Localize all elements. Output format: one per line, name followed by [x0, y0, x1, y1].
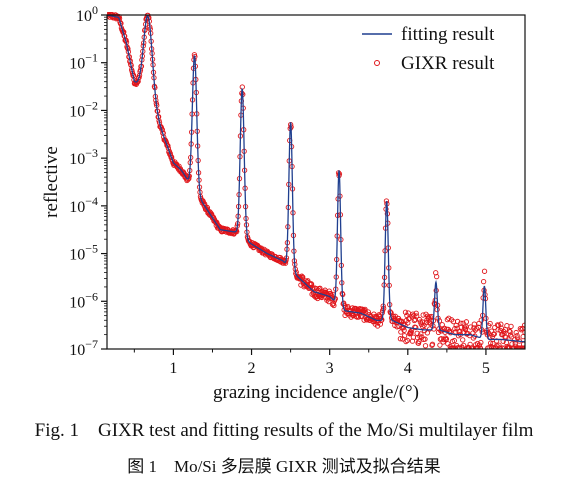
y-tick-label: 10−1: [69, 51, 98, 73]
gixr-point: [362, 306, 368, 313]
gixr-point: [436, 318, 443, 324]
gixr-point: [467, 324, 474, 330]
x-tick-label: 1: [169, 360, 177, 377]
y-tick-label: 10−6: [69, 289, 98, 311]
gixr-point: [478, 339, 484, 346]
gixr-point: [507, 329, 513, 335]
gixr-point: [460, 337, 466, 343]
fitting-curve: [107, 14, 525, 343]
gixr-point: [513, 329, 519, 336]
gixr-point: [420, 312, 426, 318]
x-tick-label: 2: [248, 360, 256, 377]
legend-label-fitting: fitting result: [401, 24, 495, 45]
gixr-point: [446, 315, 452, 321]
gixr-point: [401, 333, 408, 339]
gixr-point: [460, 342, 467, 349]
gixr-point: [475, 324, 482, 330]
gixr-point: [452, 326, 458, 332]
gixr-point: [491, 331, 497, 337]
x-tick-label: 4: [404, 360, 412, 377]
y-tick-label: 10−3: [69, 146, 98, 168]
gixr-point: [362, 309, 369, 315]
x-axis: 1 2 3 4 5: [133, 349, 490, 377]
gixr-point: [365, 309, 371, 315]
y-tick-label: 10−4: [69, 194, 98, 216]
data-layer: [107, 12, 525, 349]
gixr-point: [413, 324, 419, 331]
gixr-point: [422, 343, 429, 349]
gixr-point: [475, 345, 481, 349]
gixr-point: [463, 319, 470, 325]
gixr-point: [521, 345, 525, 349]
gixr-point: [355, 314, 362, 320]
gixr-point: [514, 333, 520, 339]
gixr-point: [411, 317, 417, 324]
gixr-point: [493, 338, 500, 344]
y-tick-label: 10−2: [69, 98, 98, 120]
figure-caption-chinese: 图 1 Mo/Si 多层膜 GIXR 测试及拟合结果: [127, 457, 441, 476]
gixr-point: [485, 329, 491, 336]
gixr-point: [459, 345, 465, 349]
gixr-point: [406, 315, 412, 322]
gixr-point: [326, 288, 332, 294]
gixr-point: [498, 321, 504, 327]
gixr-point: [472, 327, 478, 333]
gixr-point: [517, 325, 523, 332]
y-axis: 100 10−1 10−2 10−3 10−4 10−5 10−6 10−7: [69, 3, 107, 359]
gixr-point: [487, 320, 493, 327]
gixr-point: [443, 336, 450, 342]
gixr-point: [466, 345, 472, 349]
gixr-point: [480, 278, 487, 285]
x-tick-label: 3: [326, 360, 334, 377]
gixr-point: [499, 345, 505, 349]
gixr-point: [429, 341, 436, 347]
gixr-point: [508, 334, 515, 340]
gixr-point: [437, 342, 443, 348]
gixr-point: [458, 320, 464, 326]
gixr-point: [300, 274, 306, 280]
gixr-point: [462, 326, 469, 333]
gixr-point: [518, 327, 524, 333]
gixr-point: [418, 331, 424, 337]
gixr-point: [403, 338, 409, 345]
gixr-point: [425, 313, 431, 319]
gixr-point: [404, 337, 411, 344]
gixr-point: [496, 342, 502, 348]
gixr-point: [477, 345, 484, 349]
gixr-point: [504, 323, 510, 329]
gixr-point: [401, 327, 407, 334]
gixr-point: [434, 273, 440, 280]
gixr-point: [451, 337, 457, 344]
gixr-point: [402, 309, 409, 315]
gixr-point: [508, 323, 514, 330]
y-tick-label: 10−5: [69, 242, 98, 264]
plot-frame: [106, 14, 526, 350]
legend-marker-swatch: [374, 60, 380, 66]
gixr-point: [414, 313, 420, 319]
x-tick-label: 5: [482, 360, 490, 377]
legend: fitting result GIXR result: [362, 24, 495, 74]
gixr-point: [520, 333, 525, 340]
y-axis-title: reflective: [41, 146, 62, 218]
gixr-point: [478, 317, 484, 323]
gixr-point: [317, 285, 323, 291]
gixr-point: [481, 268, 488, 274]
gixr-point: [314, 286, 320, 292]
figure-caption-english: Fig. 1 GIXR test and fitting results of …: [34, 420, 534, 441]
gixr-point: [416, 338, 422, 345]
gixr-point: [413, 310, 419, 316]
gixr-point: [441, 325, 448, 332]
gixr-point: [424, 330, 431, 336]
gixr-point: [397, 336, 404, 342]
y-tick-label: 100: [76, 3, 98, 25]
gixr-point: [405, 310, 411, 316]
gixr-point: [487, 340, 494, 346]
legend-label-gixr: GIXR result: [401, 53, 495, 74]
y-tick-label: 10−7: [69, 337, 98, 359]
x-axis-title: grazing incidence angle/(°): [213, 382, 419, 403]
gixr-point: [408, 330, 414, 336]
gixr-chart: 1 2 3 4 5 100 10−1 10−2 10−3 10−4 10−5 10−6 10−7 gr…: [41, 3, 526, 403]
gixr-point: [422, 336, 428, 342]
